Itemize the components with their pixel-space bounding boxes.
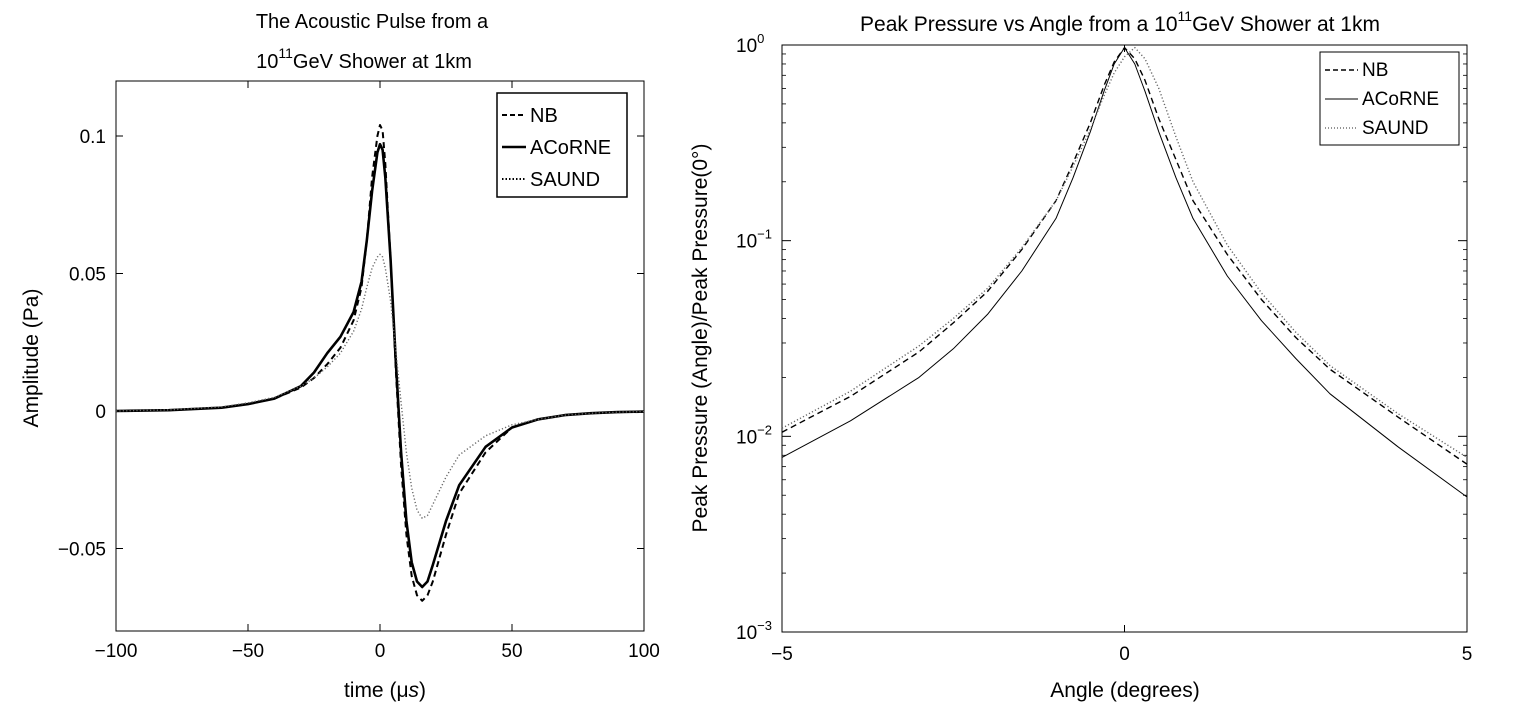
chart1-y-tick-label: 0.1 xyxy=(80,127,106,148)
chart1-legend-label-acorne: ACoRNE xyxy=(530,137,611,159)
chart1-x-tick-label: −50 xyxy=(232,641,264,662)
chart1-series xyxy=(115,124,645,602)
chart2-legend-label-acorne: ACoRNE xyxy=(1362,89,1439,110)
chart1-title-base: 10 xyxy=(256,51,278,73)
chart2-legend-label-nb: NB xyxy=(1362,60,1388,81)
chart1-x-tick-label: −100 xyxy=(95,641,138,662)
chart1-x-tick-label: 50 xyxy=(501,641,522,662)
chart2-y-tick-base: 10 xyxy=(736,623,757,644)
chart2-x-tick-label: 0 xyxy=(1119,644,1130,665)
chart-peak-pressure: Peak Pressure vs Angle from a 1011GeV Sh… xyxy=(689,8,1472,702)
chart2-x-ticks: −5 0 5 xyxy=(771,45,1472,665)
chart2-legend-label-saund: SAUND xyxy=(1362,118,1429,139)
chart1-title-rest: GeV Shower at 1km xyxy=(293,51,472,73)
chart1-y-tick-label: −0.05 xyxy=(58,540,106,561)
chart2-y-tick-base: 10 xyxy=(736,427,757,448)
chart2-y-axis-label: Peak Pressure (Angle)/Peak Pressure(0°) xyxy=(689,144,712,533)
chart1-x-tick-label: 0 xyxy=(375,641,386,662)
chart-acoustic-pulse: The Acoustic Pulse from a 1011GeV Shower… xyxy=(20,11,660,702)
chart2-series-line-acorne xyxy=(781,47,1468,498)
chart2-series-line-saund xyxy=(781,46,1468,458)
chart2-y-tick-base: 10 xyxy=(736,36,757,57)
chart1-legend-label-saund: SAUND xyxy=(530,169,600,191)
chart1-xlabel-pre: time ( xyxy=(344,679,397,702)
chart2-y-tick-exponent: −1 xyxy=(757,227,772,242)
chart2-y-tick-base: 10 xyxy=(736,232,757,253)
chart2-x-tick-label: 5 xyxy=(1462,644,1473,665)
chart2-y-tick-exponent: 0 xyxy=(757,31,764,46)
chart1-y-tick-label: 0 xyxy=(95,402,106,423)
chart1-x-tick-label: 100 xyxy=(628,641,660,662)
chart1-title-sup: 11 xyxy=(278,45,293,61)
chart1-series-line-acorne xyxy=(115,142,645,589)
chart2-y-tick-label: 10−3 xyxy=(736,618,772,644)
chart1-x-ticks: −100 −50 0 50 100 xyxy=(95,81,660,662)
chart2-y-tick-label: 10−2 xyxy=(736,422,772,448)
chart1-title-line1: The Acoustic Pulse from a xyxy=(256,11,489,33)
chart1-y-tick-label: 0.05 xyxy=(69,265,106,286)
chart2-y-tick-label: 100 xyxy=(736,31,764,57)
chart2-title-rest: GeV Shower at 1km xyxy=(1192,13,1380,36)
chart2-y-tick-exponent: −2 xyxy=(757,422,772,437)
chart1-legend-label-nb: NB xyxy=(530,105,558,127)
chart1-legend: NB ACoRNE SAUND xyxy=(496,92,628,198)
chart1-x-axis-label: time (μs) xyxy=(344,679,426,702)
chart1-xlabel-mu: μ xyxy=(396,679,408,702)
chart2-title: Peak Pressure vs Angle from a 1011GeV Sh… xyxy=(860,8,1380,36)
chart2-x-axis-label: Angle (degrees) xyxy=(1050,679,1199,702)
chart1-legend-box xyxy=(496,92,628,198)
chart2-y-tick-label: 10−1 xyxy=(736,227,772,253)
chart1-xlabel-s: s xyxy=(409,679,420,702)
chart2-series xyxy=(781,46,1468,498)
chart2-y-tick-exponent: −3 xyxy=(757,618,772,633)
chart2-x-tick-label: −5 xyxy=(771,644,793,665)
chart2-title-sup: 11 xyxy=(1178,8,1193,24)
chart1-y-axis-label: Amplitude (Pa) xyxy=(20,289,43,428)
chart2-legend: NB ACoRNE SAUND xyxy=(1319,51,1460,146)
chart1-series-line-saund xyxy=(115,253,645,519)
chart1-title-line2: 1011GeV Shower at 1km xyxy=(256,45,472,73)
chart1-xlabel-post: ) xyxy=(419,679,426,702)
chart2-title-base: Peak Pressure vs Angle from a 10 xyxy=(860,13,1178,36)
